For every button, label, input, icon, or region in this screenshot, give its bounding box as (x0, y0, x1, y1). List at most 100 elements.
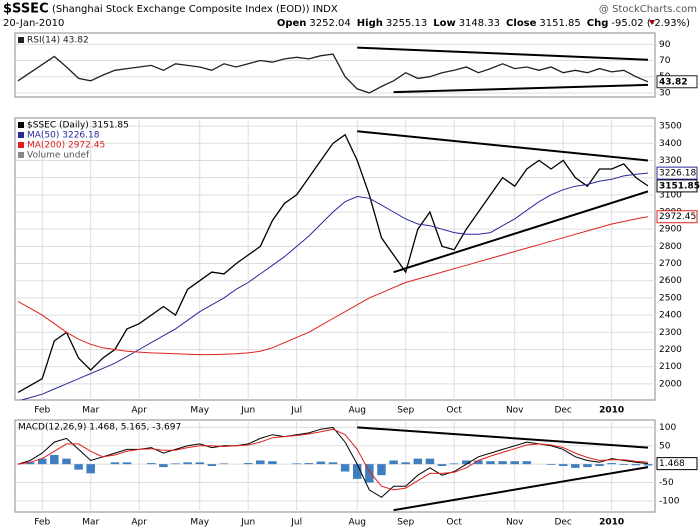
quote-value: 3252.04 (309, 18, 350, 29)
legend-entry: $SSEC (Daily) 3151.85 (27, 121, 129, 131)
value-tag-box (656, 166, 698, 180)
value-tag-box (656, 179, 698, 193)
y-tick-label: 3300 (659, 156, 682, 166)
panel-frame (14, 117, 656, 401)
legend-swatch (18, 37, 24, 43)
value-tag-box (656, 210, 698, 224)
histogram-bar (643, 464, 653, 466)
x-tick-label: May (190, 406, 209, 416)
panel-frame (14, 419, 656, 513)
histogram-bar (316, 461, 326, 465)
index-name: (Shanghai Stock Exchange Composite Index… (52, 4, 338, 15)
histogram-bar (50, 454, 59, 465)
date: 20-Jan-2010 (3, 18, 64, 29)
histogram-bar (486, 461, 495, 465)
quote-value: 3255.13 (386, 18, 427, 29)
histogram-bar (62, 458, 71, 465)
value-tag: 3151.85 (659, 181, 700, 191)
y-tick-label: 70 (659, 56, 671, 66)
trendline (357, 426, 649, 449)
quote-label: Close (506, 18, 537, 29)
histogram-bar (413, 458, 423, 465)
y-tick-label: 2600 (659, 276, 682, 286)
quote-value: -95.02 (-2.93%) (611, 18, 690, 29)
y-tick-label: 3100 (659, 190, 682, 200)
quote-label: Low (433, 18, 455, 29)
symbol: $SSEC (3, 2, 49, 17)
series-line (17, 53, 649, 94)
y-tick-label: 3400 (659, 139, 682, 149)
value-tag: 43.82 (659, 77, 687, 87)
x-tick-label: Jun (240, 518, 255, 528)
legend-entry: MACD(12,26,9) 1.468, 5.165, -3.697 (18, 423, 181, 433)
histogram-bar (74, 464, 83, 470)
legend-note: Volume undef (27, 151, 90, 161)
value-tag-box (656, 75, 698, 89)
x-tick-label: May (190, 518, 209, 528)
histogram-bar (377, 464, 386, 476)
y-tick-label: 2200 (659, 345, 682, 355)
series-line (19, 172, 649, 400)
histogram-bar (340, 464, 350, 472)
trendline (393, 83, 649, 94)
histogram-bar (389, 460, 398, 465)
x-tick-label: Oct (446, 518, 462, 528)
y-tick-label: 90 (659, 40, 671, 50)
histogram-bar (558, 464, 568, 466)
y-tick-label: 2900 (659, 225, 682, 235)
x-tick-label: Mar (82, 518, 99, 528)
plot (17, 130, 649, 400)
x-tick-label: Sep (397, 518, 414, 528)
x-tick-label: 2010 (599, 406, 624, 416)
panel-frame (14, 32, 656, 98)
histogram-bar (474, 460, 483, 465)
x-tick-label: 2010 (599, 518, 624, 528)
quote-label: High (357, 18, 383, 29)
histogram-bar (195, 462, 204, 465)
x-tick-label: Sep (397, 406, 414, 416)
down-arrow (649, 20, 655, 25)
histogram-bar (292, 463, 301, 465)
histogram-bar (328, 462, 338, 465)
x-tick-label: Feb (34, 518, 50, 528)
histogram-bar (583, 464, 592, 468)
histogram-bar (86, 464, 95, 474)
histogram-bar (183, 462, 192, 465)
y-tick-label: 3500 (659, 122, 682, 132)
histogram-bar (110, 462, 120, 465)
plot (17, 426, 653, 512)
histogram-bar (256, 460, 265, 465)
x-tick-label: Jul (290, 518, 302, 528)
x-tick-label: Dec (554, 518, 571, 528)
trendline (357, 130, 649, 162)
y-tick-label: 50 (659, 441, 671, 451)
histogram-bar (498, 461, 507, 465)
x-tick-label: Jun (240, 406, 255, 416)
histogram-bar (619, 464, 629, 465)
trendline (357, 46, 649, 61)
value-tag: 3226.18 (659, 169, 696, 179)
histogram-bar (159, 464, 168, 468)
histogram-bar (243, 463, 253, 465)
histogram-bar (207, 464, 217, 466)
quote-label: Open (277, 18, 307, 29)
y-tick-label: 2700 (659, 259, 682, 269)
histogram-bar (365, 464, 374, 483)
trendline (393, 190, 649, 274)
histogram-bar (401, 462, 410, 465)
quote-value: 3148.33 (459, 18, 500, 29)
value-tag: 1.468 (659, 459, 685, 469)
histogram-bar (147, 463, 156, 465)
histogram-bar (437, 464, 447, 466)
legend-swatch (18, 152, 24, 158)
histogram-bar (595, 464, 604, 466)
x-tick-label: Jul (290, 406, 302, 416)
value-tag: 2972.45 (659, 212, 696, 222)
x-tick-label: Aug (348, 406, 366, 416)
y-tick-label: 2400 (659, 311, 682, 321)
trendline (393, 466, 649, 512)
histogram-bar (219, 463, 229, 465)
y-tick-label: 2100 (659, 362, 682, 372)
